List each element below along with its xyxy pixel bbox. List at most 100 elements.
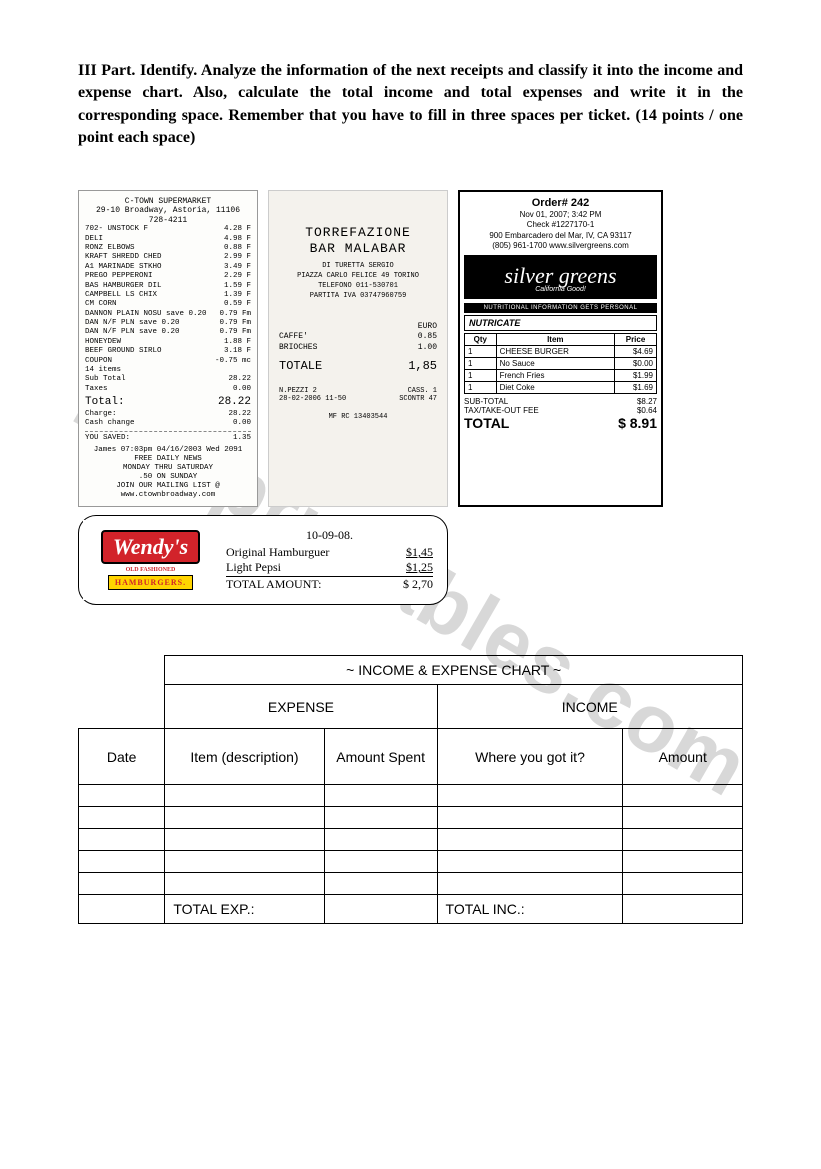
chart-cell[interactable]	[437, 807, 623, 829]
chart-cell[interactable]	[324, 873, 437, 895]
wendys-old: OLD FASHIONED	[126, 567, 176, 573]
chart-cell[interactable]	[623, 851, 743, 873]
ctown-saved-v: 1.35	[233, 434, 251, 443]
ctown-cash-v: 0.00	[233, 419, 251, 428]
chart-cell[interactable]	[623, 807, 743, 829]
chart-cell[interactable]	[79, 829, 165, 851]
silver-sub-l: SUB-TOTAL	[464, 397, 508, 406]
chart-cell[interactable]	[324, 807, 437, 829]
malabar-tot-v: 1,85	[408, 359, 437, 373]
chart-cell[interactable]	[79, 895, 165, 924]
chart-cell[interactable]	[324, 851, 437, 873]
chart-cell[interactable]	[437, 829, 623, 851]
malabar-item-l: CAFFE'	[279, 331, 308, 342]
chart-col-item: Item (description)	[165, 729, 324, 785]
malabar-pezzi: N.PEZZI 2	[279, 387, 317, 395]
malabar-item-l: BRIOCHES	[279, 342, 317, 353]
chart-cell[interactable]	[79, 851, 165, 873]
ctown-item-l: CM CORN	[85, 300, 117, 309]
wendys-item-r: $1,25	[406, 560, 433, 575]
chart-cell[interactable]	[623, 785, 743, 807]
chart-totexp-label: TOTAL EXP.:	[165, 895, 324, 924]
ctown-total-v: 28.22	[218, 396, 251, 408]
silver-cell-item: French Fries	[496, 370, 614, 382]
chart-col-spent: Amount Spent	[324, 729, 437, 785]
chart-cell[interactable]	[437, 851, 623, 873]
ctown-footer-line: JOIN OUR MAILING LIST @	[85, 482, 251, 491]
silver-cell-qty: 1	[465, 370, 497, 382]
silver-logo-sub: California Good!	[468, 286, 653, 293]
silver-th-qty: Qty	[465, 334, 497, 346]
ctown-footer-line: .50 ON SUNDAY	[85, 473, 251, 482]
malabar-rc: MF RC 13403544	[279, 413, 437, 421]
ctown-item-r: 0.79 Fm	[219, 319, 251, 328]
wendys-date: 10-09-08.	[226, 528, 433, 543]
chart-expense-hdr: EXPENSE	[165, 685, 437, 729]
ctown-item-l: DAN N/F PLN save 0.20	[85, 319, 180, 328]
silver-items-table: QtyItemPrice 1CHEESE BURGER$4.691No Sauc…	[464, 333, 657, 394]
chart-cell[interactable]	[324, 785, 437, 807]
ctown-item-l: KRAFT SHREDD CHED	[85, 253, 162, 262]
silver-cell-item: No Sauce	[496, 358, 614, 370]
chart-cell[interactable]	[437, 873, 623, 895]
silver-th-price: Price	[615, 334, 657, 346]
malabar-euro: EURO	[279, 322, 437, 331]
malabar-tel: TELEFONO 011-530701	[279, 282, 437, 292]
ctown-item-l: HONEYDEW	[85, 338, 121, 347]
income-expense-chart: ~ INCOME & EXPENSE CHART ~ EXPENSE INCOM…	[78, 655, 743, 924]
ctown-chg-v: 28.22	[228, 410, 251, 419]
silver-tot-l: TOTAL	[464, 415, 509, 431]
ctown-item-r: 1.59 F	[224, 282, 251, 291]
ctown-addr1: 29-10 Broadway, Astoria, 11106	[85, 206, 251, 216]
ctown-item-r: 4.28 F	[224, 225, 251, 234]
chart-cell[interactable]	[165, 873, 324, 895]
receipt-wendys: Wendy's OLD FASHIONED HAMBURGERS. 10-09-…	[78, 515, 448, 605]
wendys-tot-l: TOTAL AMOUNT:	[226, 577, 321, 592]
ctown-sub-l: Sub Total	[85, 375, 126, 384]
instructions-text: III Part. Identify. Analyze the informat…	[78, 60, 743, 150]
ctown-item-r: 2.99 F	[224, 253, 251, 262]
chart-cell[interactable]	[165, 807, 324, 829]
chart-cell[interactable]	[165, 851, 324, 873]
chart-cell[interactable]	[165, 785, 324, 807]
ctown-tax-v: 0.00	[233, 385, 251, 394]
chart-cell[interactable]	[324, 829, 437, 851]
chart-cell[interactable]	[79, 807, 165, 829]
chart-col-where: Where you got it?	[437, 729, 623, 785]
chart-totinc-cell[interactable]	[623, 895, 743, 924]
silver-order: Order# 242	[464, 196, 657, 210]
chart-col-date: Date	[79, 729, 165, 785]
ctown-item-r: 2.29 F	[224, 272, 251, 281]
silver-sub-v: $8.27	[637, 397, 657, 406]
ctown-item-r: 0.59 F	[224, 300, 251, 309]
ctown-item-l: CAMPBELL LS CHIX	[85, 291, 157, 300]
chart-cell[interactable]	[79, 785, 165, 807]
ctown-footer-line: James 07:03pm 04/16/2003 Wed 2091	[85, 446, 251, 455]
chart-cell[interactable]	[165, 829, 324, 851]
ctown-item-r: 1.88 F	[224, 338, 251, 347]
ctown-item-l: PREGO PEPPERONI	[85, 272, 153, 281]
ctown-item-l: COUPON	[85, 357, 112, 366]
malabar-owner: DI TURETTA SERGIO	[279, 262, 437, 272]
chart-cell[interactable]	[623, 873, 743, 895]
chart-cell[interactable]	[79, 873, 165, 895]
ctown-footer-line: MONDAY THRU SATURDAY	[85, 464, 251, 473]
ctown-item-r: 3.18 F	[224, 347, 251, 356]
silver-tax-l: TAX/TAKE-OUT FEE	[464, 406, 539, 415]
silver-check: Check #1227170-1	[464, 220, 657, 230]
chart-cell[interactable]	[623, 829, 743, 851]
silver-cell-price: $1.69	[615, 382, 657, 394]
chart-totexp-cell[interactable]	[324, 895, 437, 924]
wendys-tot-v: $ 2,70	[403, 577, 433, 592]
wendys-item-r: $1,45	[406, 545, 433, 560]
silver-th-item: Item	[496, 334, 614, 346]
ctown-item-r: 0.88 F	[224, 244, 251, 253]
chart-cell[interactable]	[437, 785, 623, 807]
silver-tax-v: $0.64	[637, 406, 657, 415]
wendys-brand: Wendy's	[101, 530, 200, 564]
silver-banner: NUTRITIONAL INFORMATION GETS PERSONAL	[464, 303, 657, 313]
ctown-14items: 14 items	[85, 366, 121, 375]
ctown-item-l: DAN N/F PLN save 0.20	[85, 328, 180, 337]
ctown-item-l: RONZ ELBOWS	[85, 244, 135, 253]
ctown-item-r: 4.98 F	[224, 235, 251, 244]
